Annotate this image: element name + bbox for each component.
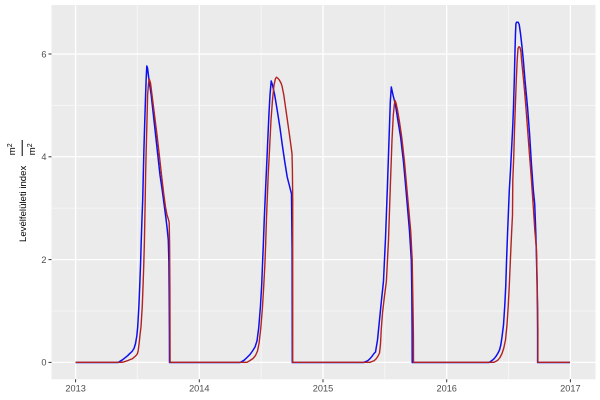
svg-text:2: 2 — [41, 255, 46, 265]
svg-text:2017: 2017 — [560, 383, 580, 393]
svg-text:Levélfelületi index: Levélfelületi index — [18, 166, 29, 242]
svg-text:2013: 2013 — [65, 383, 85, 393]
svg-text:m2: m2 — [7, 143, 18, 155]
svg-text:m2: m2 — [27, 143, 38, 155]
svg-text:2014: 2014 — [189, 383, 209, 393]
svg-text:4: 4 — [41, 152, 46, 162]
svg-text:0: 0 — [41, 358, 46, 368]
svg-text:2016: 2016 — [436, 383, 456, 393]
svg-text:6: 6 — [41, 49, 46, 59]
svg-text:2015: 2015 — [313, 383, 333, 393]
